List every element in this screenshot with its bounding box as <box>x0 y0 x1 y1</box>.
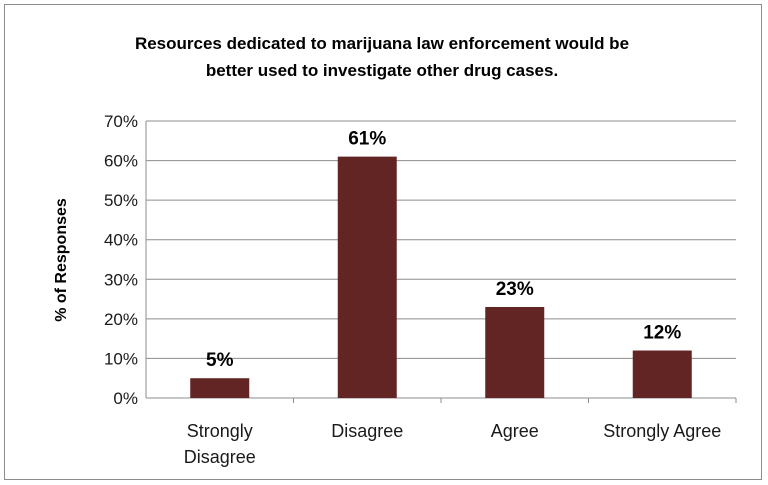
y-tick-label: 70% <box>104 112 138 131</box>
y-tick-label: 40% <box>104 231 138 250</box>
data-label: 61% <box>348 129 386 150</box>
y-axis-label: % of Responses <box>53 198 70 322</box>
x-category-label: Agree <box>491 421 539 441</box>
x-category-label: Disagree <box>331 421 403 441</box>
y-tick-label: 0% <box>113 389 138 408</box>
bar <box>190 378 250 398</box>
y-tick-label: 30% <box>104 270 138 289</box>
x-category-label: Strongly Disagree <box>184 421 256 467</box>
bar <box>632 350 692 398</box>
y-tick-label: 10% <box>104 349 138 368</box>
chart-title: Resources dedicated to marijuana law enf… <box>134 34 630 80</box>
y-tick-label: 60% <box>104 152 138 171</box>
bar <box>485 306 545 398</box>
data-label: 12% <box>643 323 681 344</box>
data-label: 23% <box>496 279 534 300</box>
bar <box>337 156 397 398</box>
data-label: 5% <box>206 350 234 371</box>
y-tick-label: 50% <box>104 191 138 210</box>
x-category-label: Strongly Agree <box>603 421 721 441</box>
y-tick-label: 20% <box>104 310 138 329</box>
